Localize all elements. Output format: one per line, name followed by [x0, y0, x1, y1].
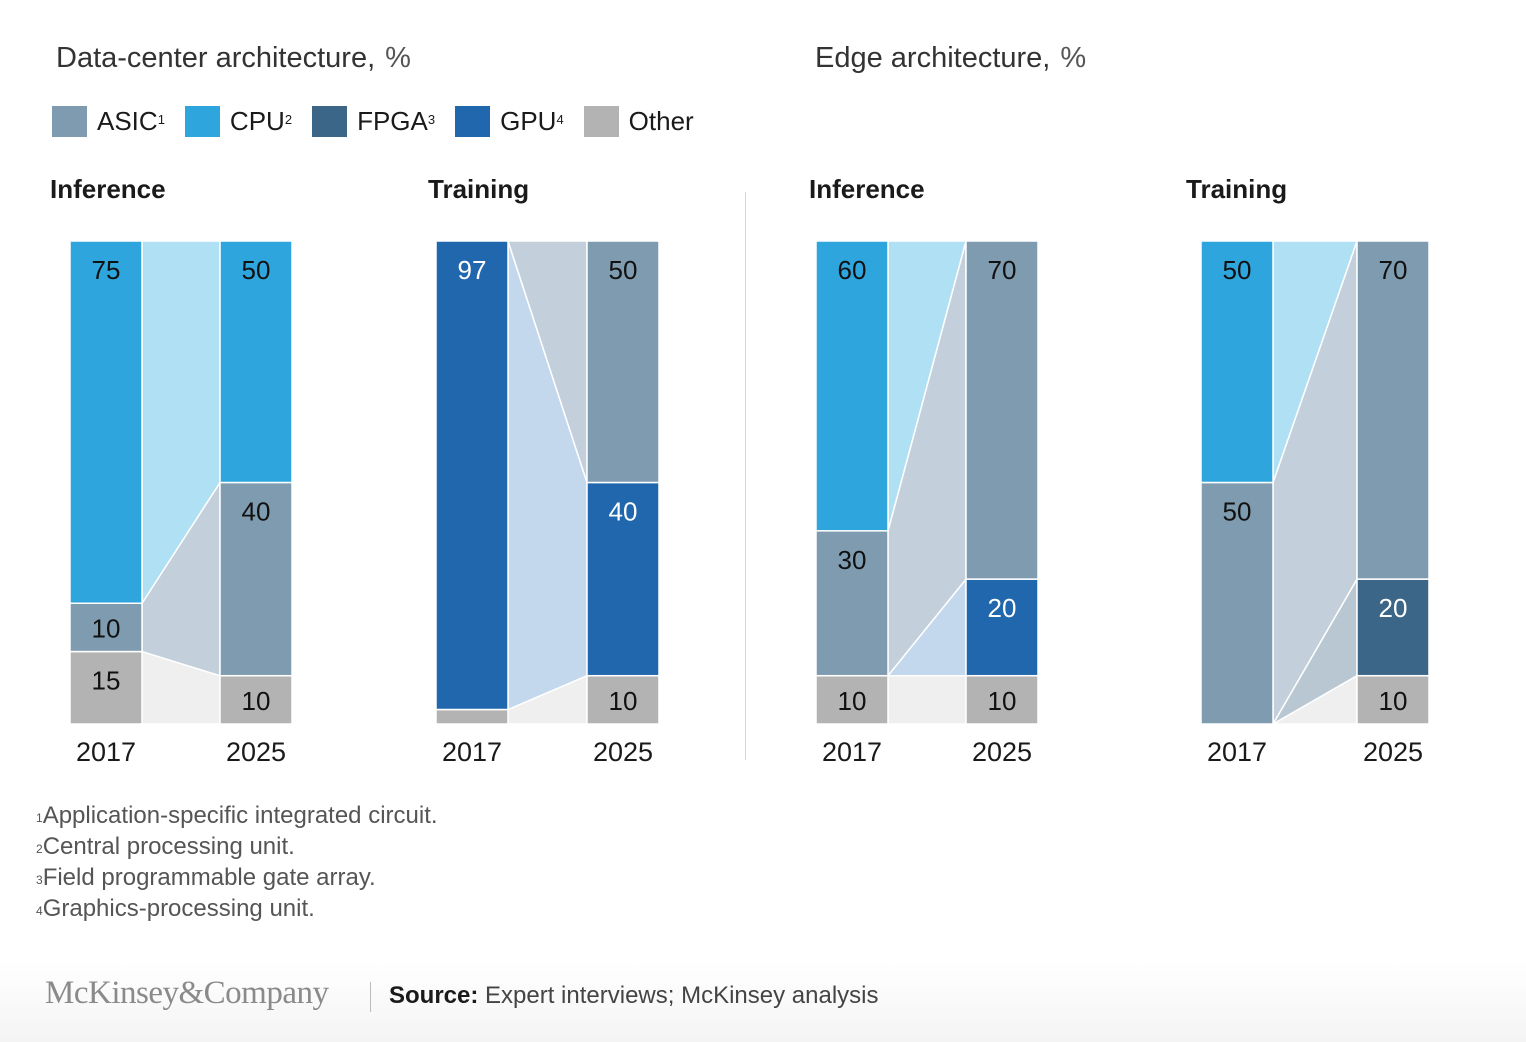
- bar-segment-asic-2025: [965, 240, 1039, 580]
- footnote-text: Graphics-processing unit.: [42, 895, 315, 922]
- source-label: Source:: [389, 982, 479, 1009]
- data-label: 10: [609, 686, 638, 716]
- section-title-edge: Edge architecture,%: [815, 42, 1086, 75]
- bar-segment-other-2017: [69, 650, 143, 725]
- footnote-text: Central processing unit.: [42, 833, 295, 860]
- data-label: 50: [242, 255, 271, 285]
- footnote: 1Application-specific integrated circuit…: [36, 800, 438, 831]
- bar-segment-gpu-2025: [965, 578, 1039, 677]
- x-tick-label: 2025: [1363, 737, 1423, 767]
- data-label: 50: [609, 255, 638, 285]
- x-tick-label: 2025: [593, 737, 653, 767]
- section-title-text: Data-center architecture,: [56, 42, 376, 74]
- legend-item-gpu: GPU 4: [455, 106, 564, 137]
- footnote: 4Graphics-processing unit.: [36, 893, 438, 924]
- data-label: 40: [609, 497, 638, 527]
- legend-item-other: Other: [583, 106, 694, 137]
- data-label: 50: [1223, 497, 1252, 527]
- footnote-text: Field programmable gate array.: [42, 864, 376, 891]
- source-text: Expert interviews; McKinsey analysis: [478, 982, 879, 1009]
- legend-item-cpu: CPU 2: [184, 106, 293, 137]
- footnotes: 1Application-specific integrated circuit…: [36, 800, 438, 924]
- data-label: 40: [242, 497, 271, 527]
- section-divider: [745, 192, 746, 760]
- legend-sup: 3: [427, 112, 436, 127]
- data-label: 60: [838, 255, 867, 285]
- legend-item-fpga: FPGA 3: [312, 106, 435, 137]
- data-label: 50: [1223, 255, 1252, 285]
- footnote-sup: 2: [36, 842, 43, 856]
- legend-sup: 1: [157, 112, 165, 127]
- panel-title-edge-training: Training: [1186, 174, 1288, 204]
- legend-swatch-gpu: [455, 106, 491, 137]
- data-label: 70: [1379, 255, 1408, 285]
- bar-segment-asic-2025: [1356, 240, 1430, 580]
- source-note: Source: Expert interviews; McKinsey anal…: [389, 982, 879, 1010]
- legend-sup: 4: [556, 112, 564, 127]
- section-unit: %: [385, 42, 411, 74]
- bar-segment-asic-2017: [1200, 481, 1274, 725]
- data-label: 10: [988, 686, 1017, 716]
- legend-swatch-cpu: [184, 106, 220, 137]
- x-tick-label: 2017: [76, 737, 136, 767]
- data-label: 10: [1379, 686, 1408, 716]
- section-unit: %: [1060, 42, 1087, 74]
- legend: ASIC 1 CPU 2 FPGA 3 GPU 4 Other: [52, 106, 714, 137]
- bar-segment-gpu-2025: [586, 481, 660, 677]
- footer-band: [0, 960, 1526, 1042]
- x-tick-label: 2017: [1207, 737, 1267, 767]
- legend-label: ASIC: [97, 106, 158, 136]
- data-label: 20: [1379, 593, 1408, 623]
- legend-label: Other: [628, 106, 694, 136]
- footnote-sup: 3: [36, 873, 43, 887]
- data-label: 75: [92, 255, 121, 285]
- bar-segment-cpu-2025: [219, 240, 293, 484]
- panel-title-dc-inference: Inference: [50, 174, 166, 204]
- bar-segment-cpu-2017: [1200, 240, 1274, 484]
- data-label: 30: [838, 545, 867, 575]
- bar-segment-other-2017: [815, 674, 889, 725]
- bar-segment-asic-2025: [586, 240, 660, 484]
- panel-title-dc-training: Training: [428, 174, 530, 204]
- bar-segment-other-2025: [219, 674, 293, 725]
- footnote-sup: 4: [36, 904, 43, 918]
- data-label: 70: [988, 255, 1017, 285]
- x-tick-label: 2025: [972, 737, 1032, 767]
- section-title-data-center: Data-center architecture,%: [56, 42, 411, 75]
- footnote-sup: 1: [36, 811, 43, 825]
- flow-other: [887, 674, 967, 725]
- legend-swatch-other: [583, 106, 619, 137]
- bar-segment-cpu-2017: [69, 240, 143, 604]
- data-label: 10: [838, 686, 867, 716]
- bar-segment-asic-2025: [219, 481, 293, 677]
- legend-swatch-asic: [52, 106, 87, 137]
- panel-title-edge-inference: Inference: [809, 174, 925, 204]
- bar-segment-other-2017: [435, 708, 509, 725]
- data-label: 20: [988, 593, 1017, 623]
- data-label: 97: [458, 255, 487, 285]
- data-label: 15: [92, 666, 121, 696]
- footnote-text: Application-specific integrated circuit.: [42, 802, 438, 829]
- section-title-text: Edge architecture,: [815, 42, 1051, 74]
- legend-sup: 2: [284, 112, 293, 127]
- bar-segment-other-2025: [965, 674, 1039, 725]
- data-label: 10: [242, 686, 271, 716]
- data-label: 10: [92, 613, 121, 643]
- legend-label: CPU: [229, 106, 285, 136]
- legend-item-asic: ASIC 1: [52, 106, 165, 137]
- mckinsey-logo: McKinsey&Company: [45, 975, 329, 1011]
- legend-swatch-fpga: [312, 106, 348, 137]
- footnote: 2Central processing unit.: [36, 831, 438, 862]
- footer-separator: [370, 982, 371, 1012]
- x-tick-label: 2017: [442, 737, 502, 767]
- footnote: 3Field programmable gate array.: [36, 862, 438, 893]
- chart-canvas: 15 10 75 2017 10 40 50 2025 97 2017 10 40 50 2025 10 30…: [69, 240, 1430, 767]
- legend-label: GPU: [500, 106, 557, 136]
- legend-label: FPGA: [357, 106, 428, 136]
- x-tick-label: 2025: [226, 737, 286, 767]
- bar-segment-cpu-2017: [815, 240, 889, 532]
- x-tick-label: 2017: [822, 737, 882, 767]
- bar-segment-gpu-2017: [435, 240, 509, 711]
